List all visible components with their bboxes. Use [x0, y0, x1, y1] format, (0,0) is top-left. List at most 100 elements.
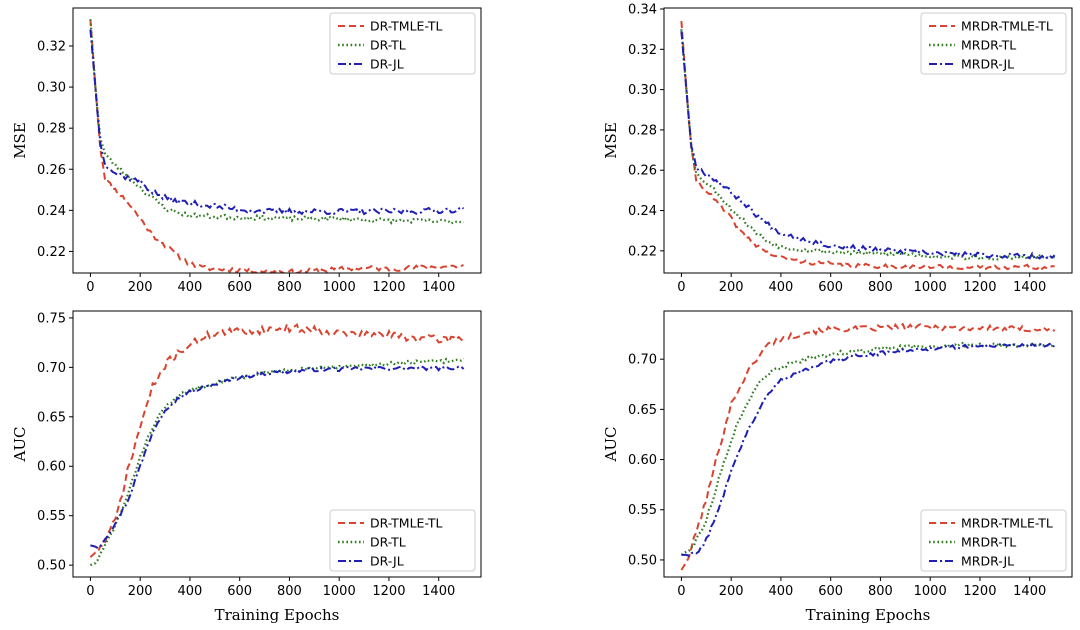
legend-box — [920, 509, 1067, 572]
x-tick-label: 1200 — [372, 280, 405, 295]
y-axis-label: MSE — [602, 122, 620, 159]
legend: MRDR-TMLE-TL MRDR-TL MRDR-JL — [920, 12, 1067, 75]
y-tick-label: 0.22 — [37, 245, 66, 260]
chart-mrdr-auc: 0 200 400 600 800 1000 1200 1400 0.50 0.55 0.60 0.6… — [602, 310, 1073, 624]
legend: DR-TMLE-TL DR-TL DR-JL — [329, 509, 476, 572]
x-tick-label: 0 — [86, 584, 94, 599]
y-tick-label: 0.30 — [628, 83, 657, 98]
x-tick-label: 200 — [128, 584, 153, 599]
legend-label: DR-JL — [370, 554, 404, 569]
y-tick-label: 0.55 — [628, 503, 657, 518]
y-tick-label: 0.32 — [628, 43, 657, 58]
y-tick-label: 0.28 — [37, 122, 66, 137]
y-tick-label: 0.32 — [37, 40, 66, 55]
x-tick-label: 1400 — [422, 584, 455, 599]
legend: DR-TMLE-TL DR-TL DR-JL — [329, 12, 476, 75]
plot-frame — [663, 310, 1073, 578]
plot-frame — [663, 7, 1073, 274]
x-tick-label: 800 — [868, 584, 893, 599]
y-tick-label: 0.55 — [37, 509, 66, 524]
legend-label: DR-TMLE-TL — [370, 516, 442, 531]
x-axis-label: Training Epochs — [215, 606, 340, 624]
x-tick-label: 1200 — [963, 280, 996, 295]
x-tick-label: 200 — [719, 584, 744, 599]
series-line-dr-jl — [89, 29, 465, 216]
x-tick-label: 0 — [677, 280, 685, 295]
y-axis-label: AUC — [602, 427, 620, 463]
x-tick-label: 1000 — [323, 584, 356, 599]
y-tick-label: 0.70 — [628, 353, 657, 368]
series-line-mrdr-tmle-tl — [680, 322, 1056, 571]
legend-label: MRDR-JL — [961, 554, 1014, 569]
x-tick-label: 200 — [719, 280, 744, 295]
legend-label: MRDR-TMLE-TL — [961, 19, 1053, 34]
y-tick-label: 0.26 — [628, 164, 657, 179]
y-tick-label: 0.26 — [37, 163, 66, 178]
series-line-dr-tmle-tl — [89, 321, 465, 558]
legend-label: MRDR-JL — [961, 57, 1014, 72]
x-tick-label: 1200 — [963, 584, 996, 599]
x-tick-label: 0 — [86, 280, 94, 295]
x-tick-label: 600 — [227, 584, 252, 599]
y-axis-label: MSE — [11, 122, 29, 159]
chart-mrdr-mse: 0 200 400 600 800 1000 1200 1400 0.22 0.24 0.26 0.2… — [602, 3, 1073, 295]
legend-label: DR-TMLE-TL — [370, 19, 442, 34]
x-tick-label: 800 — [868, 280, 893, 295]
x-tick-label: 1000 — [914, 280, 947, 295]
x-tick-label: 600 — [818, 280, 843, 295]
x-tick-label: 1400 — [1013, 584, 1046, 599]
y-tick-label: 0.65 — [628, 403, 657, 418]
series-line-mrdr-jl — [680, 31, 1056, 260]
x-tick-label: 400 — [769, 280, 794, 295]
x-tick-label: 200 — [128, 280, 153, 295]
x-tick-label: 400 — [769, 584, 794, 599]
y-tick-label: 0.65 — [37, 410, 66, 425]
x-tick-label: 1000 — [323, 280, 356, 295]
x-tick-label: 800 — [277, 584, 302, 599]
y-tick-label: 0.30 — [37, 81, 66, 96]
x-tick-label: 400 — [178, 280, 203, 295]
y-tick-label: 0.24 — [628, 204, 657, 219]
y-tick-label: 0.28 — [628, 123, 657, 138]
legend-label: MRDR-TMLE-TL — [961, 516, 1053, 531]
legend-box — [329, 509, 476, 572]
x-tick-label: 1400 — [422, 280, 455, 295]
y-tick-label: 0.60 — [37, 460, 66, 475]
legend-label: DR-TL — [370, 38, 406, 53]
x-tick-label: 600 — [818, 584, 843, 599]
legend-label: DR-TL — [370, 535, 406, 550]
legend-label: MRDR-TL — [961, 535, 1016, 550]
y-tick-label: 0.22 — [628, 244, 657, 259]
x-tick-label: 400 — [178, 584, 203, 599]
y-tick-label: 0.24 — [37, 204, 66, 219]
legend-label: MRDR-TL — [961, 38, 1016, 53]
y-tick-label: 0.75 — [37, 311, 66, 326]
x-tick-label: 800 — [277, 280, 302, 295]
chart-dr-mse: 0 200 400 600 800 1000 1200 1400 0.22 0.24 0.26 0.2… — [11, 7, 482, 295]
series-line-mrdr-tl — [680, 29, 1056, 262]
x-tick-label: 1200 — [372, 584, 405, 599]
series-line-dr-jl — [90, 365, 465, 550]
x-tick-label: 0 — [677, 584, 685, 599]
x-tick-label: 1000 — [914, 584, 947, 599]
chart-dr-auc: 0 200 400 600 800 1000 1200 1400 0.50 0.55 0.60 0.6… — [11, 310, 482, 624]
y-tick-label: 0.60 — [628, 453, 657, 468]
legend-box — [920, 12, 1067, 75]
y-tick-label: 0.34 — [628, 3, 657, 18]
series-line-mrdr-tl — [680, 341, 1056, 556]
legend-box — [329, 12, 476, 75]
legend: MRDR-TMLE-TL MRDR-TL MRDR-JL — [920, 509, 1067, 572]
x-tick-label: 600 — [227, 280, 252, 295]
series-line-dr-tl — [89, 19, 464, 226]
series-line-mrdr-tmle-tl — [680, 21, 1055, 271]
series-line-mrdr-jl — [681, 342, 1055, 557]
y-tick-label: 0.70 — [37, 361, 66, 376]
x-tick-label: 1400 — [1013, 280, 1046, 295]
y-axis-label: AUC — [11, 427, 29, 463]
plot-frame — [72, 310, 482, 578]
y-tick-label: 0.50 — [628, 553, 657, 568]
series-line-dr-tl — [89, 357, 465, 567]
plot-frame — [72, 7, 482, 274]
legend-label: DR-JL — [370, 57, 404, 72]
